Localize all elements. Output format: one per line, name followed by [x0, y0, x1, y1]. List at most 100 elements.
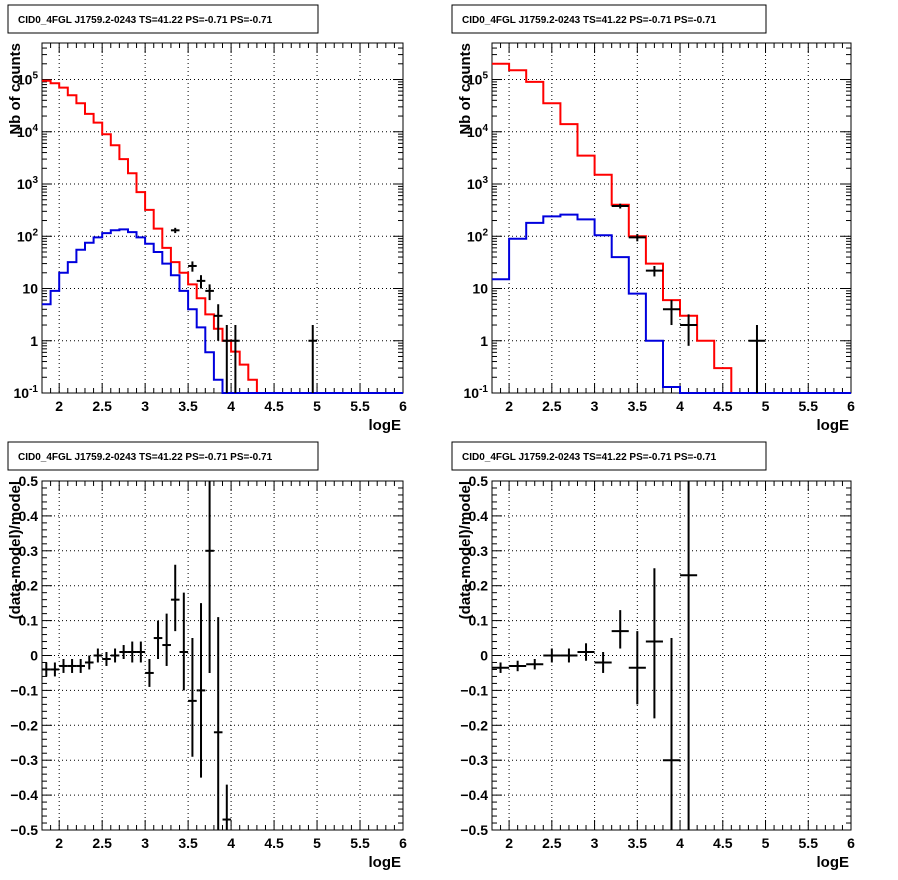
x-axis-label: logE [817, 417, 850, 434]
x-tick-label: 4.5 [713, 398, 733, 414]
chart-panel-4: CID0_4FGL J1759.2-0243 TS=41.22 PS=-0.71… [451, 441, 855, 871]
data-point [611, 610, 629, 649]
data-point [188, 261, 197, 272]
y-axis-label: (data-model)/model [457, 481, 474, 619]
data-point [119, 645, 128, 659]
x-tick-label: 6 [399, 835, 407, 851]
data-point [231, 325, 240, 393]
chart-title-box [7, 4, 319, 34]
x-tick-label: 4.5 [264, 398, 284, 414]
data-point [680, 314, 698, 346]
x-tick-label: 2 [55, 398, 63, 414]
data-point [59, 658, 68, 673]
data-point [222, 784, 232, 830]
x-tick-label: 2 [505, 835, 513, 851]
x-tick-label: 2.5 [542, 835, 562, 851]
x-tick-label: 3 [591, 835, 599, 851]
x-tick-label: 5.5 [799, 835, 819, 851]
x-tick-label: 4 [227, 835, 235, 851]
y-tick-label: −0.1 [10, 682, 38, 698]
chart-title: CID0_4FGL J1759.2-0243 TS=41.22 PS=-0.71… [462, 452, 717, 463]
data-point [102, 652, 111, 666]
x-tick-label: 2.5 [542, 398, 562, 414]
x-tick-label: 5.5 [350, 398, 370, 414]
data-point [748, 325, 766, 393]
y-tick-label: 105 [467, 71, 489, 88]
x-tick-label: 6 [399, 398, 407, 414]
y-axis-label: Nb of counts [7, 43, 24, 135]
series-model-step-line [492, 62, 851, 394]
data-point [492, 662, 510, 673]
data-point [680, 481, 698, 830]
y-tick-label: −0.3 [460, 752, 488, 768]
y-tick-label: −0.5 [10, 822, 38, 838]
data-point [560, 648, 578, 663]
y-tick-label: 0.1 [469, 613, 489, 629]
x-tick-label: 3 [591, 398, 599, 414]
y-tick-label: 10-1 [14, 384, 39, 401]
chart-title-box [7, 441, 319, 471]
data-point [196, 603, 206, 778]
y-tick-label: −0.5 [460, 822, 488, 838]
data-point [50, 662, 60, 677]
data-point [170, 564, 180, 632]
data-point [662, 638, 681, 830]
x-tick-label: 2.5 [92, 835, 112, 851]
y-axis-label: Nb of counts [457, 43, 474, 135]
data-point [76, 658, 85, 673]
data-point [127, 641, 137, 663]
x-tick-label: 5 [313, 835, 321, 851]
x-tick-label: 5 [762, 835, 770, 851]
chart-title: CID0_4FGL J1759.2-0243 TS=41.22 PS=-0.71… [18, 452, 273, 463]
x-tick-label: 4.5 [264, 835, 284, 851]
y-tick-label: −0.1 [460, 682, 488, 698]
data-point [136, 641, 146, 663]
y-tick-label: 0.3 [19, 543, 39, 559]
data-point [543, 648, 561, 663]
x-tick-label: 3.5 [628, 398, 648, 414]
data-point [188, 638, 197, 757]
data-point [509, 660, 527, 672]
x-tick-label: 3 [141, 835, 149, 851]
x-tick-label: 2 [55, 835, 63, 851]
y-tick-label: −0.2 [460, 717, 488, 733]
y-tick-label: 0 [30, 648, 38, 664]
y-tick-label: 0.4 [19, 508, 39, 524]
x-tick-label: 5 [313, 398, 321, 414]
chart-title-box [451, 4, 767, 34]
y-tick-label: −0.4 [460, 787, 488, 803]
y-tick-label: 0.2 [19, 578, 39, 594]
y-tick-label: 1 [30, 333, 38, 349]
y-tick-label: 0.1 [19, 613, 39, 629]
data-point [162, 613, 171, 666]
data-point [628, 631, 646, 705]
x-tick-label: 3 [141, 398, 149, 414]
y-tick-label: 0.5 [19, 473, 39, 489]
x-tick-label: 3.5 [628, 835, 648, 851]
y-tick-label: 102 [17, 227, 39, 244]
x-tick-label: 4.5 [713, 835, 733, 851]
y-tick-label: 10 [472, 281, 488, 297]
x-axis-label: logE [817, 854, 850, 871]
x-tick-label: 4 [676, 835, 684, 851]
y-tick-label: 0.5 [469, 473, 489, 489]
x-tick-label: 5.5 [799, 398, 819, 414]
x-tick-label: 6 [847, 398, 855, 414]
y-tick-label: 10 [22, 281, 38, 297]
y-tick-label: 104 [17, 123, 39, 140]
y-tick-label: 10-1 [464, 384, 489, 401]
y-tick-label: 0.4 [469, 508, 489, 524]
chart-panel-1: CID0_4FGL J1759.2-0243 TS=41.22 PS=-0.71… [7, 4, 407, 434]
data-point [526, 658, 544, 670]
x-tick-label: 3.5 [178, 835, 198, 851]
y-tick-label: 0.3 [469, 543, 489, 559]
data-point [205, 284, 214, 301]
plot-frame [491, 42, 852, 394]
y-tick-label: 103 [467, 175, 489, 192]
data-point [628, 234, 646, 242]
data-point [222, 325, 232, 393]
y-tick-label: 0.2 [469, 578, 489, 594]
x-tick-label: 3.5 [178, 398, 198, 414]
x-tick-label: 4 [227, 398, 235, 414]
